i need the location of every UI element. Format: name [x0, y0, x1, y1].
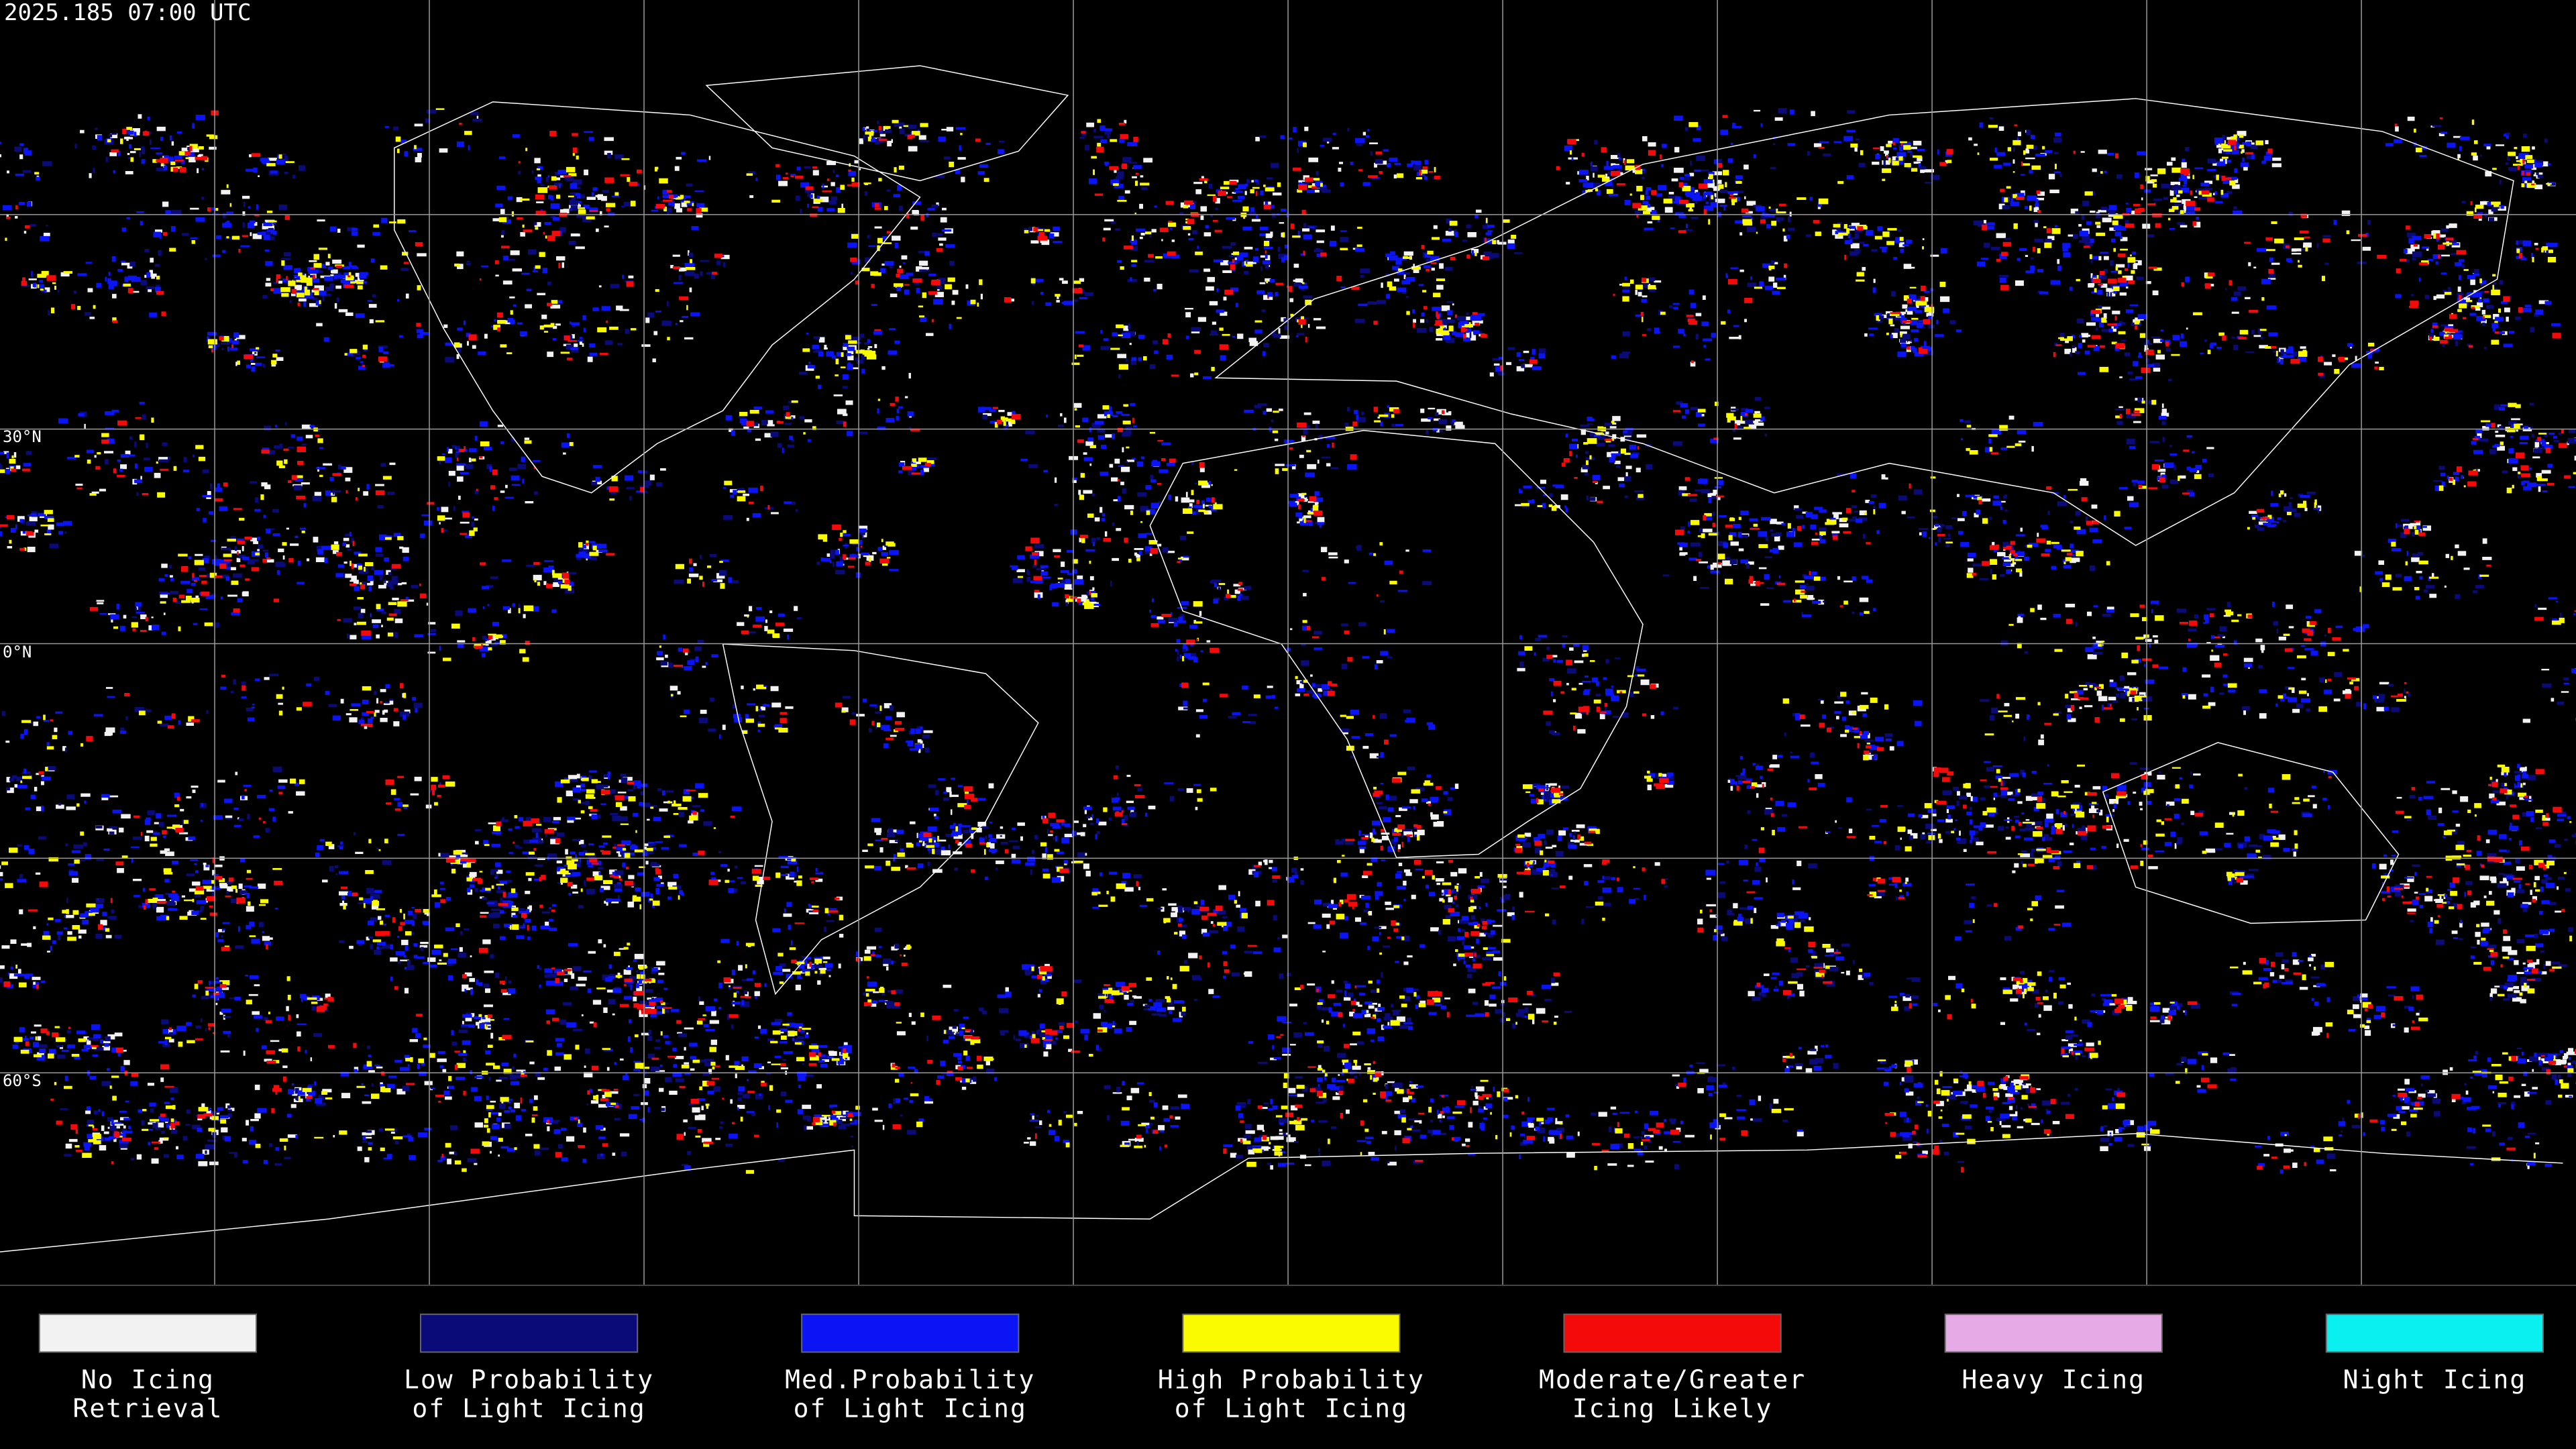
legend-label: of Light Icing: [1175, 1393, 1408, 1423]
legend-swatch: [419, 1313, 639, 1353]
timestamp: 2025.185 07:00 UTC: [4, 0, 251, 26]
legend-label: of Light Icing: [412, 1393, 645, 1423]
coastline: [705, 65, 1069, 182]
legend-swatch: [1944, 1313, 2163, 1353]
coastline: [1149, 429, 1644, 859]
legend-label: Retrieval: [72, 1393, 223, 1423]
legend-label: No Icing: [81, 1364, 215, 1394]
legend-label: Moderate/Greater: [1539, 1364, 1806, 1394]
lat-labels: 30°N 0°N 60°S: [3, 427, 42, 1090]
legend-swatch: [1563, 1313, 1782, 1353]
legend-swatch: [2325, 1313, 2544, 1353]
legend-label: Med.Probability: [785, 1364, 1035, 1394]
legend-label: Heavy Icing: [1962, 1364, 2145, 1394]
legend-label: Icing Likely: [1572, 1393, 1773, 1423]
coastline: [2102, 742, 2400, 924]
coastline: [722, 643, 1039, 996]
legend-label: High Probability: [1158, 1364, 1425, 1394]
graticule: [0, 0, 2576, 1285]
legend-swatch: [1182, 1313, 1401, 1353]
lat-label: 0°N: [3, 643, 32, 661]
coastline: [394, 101, 921, 494]
map-border: [0, 1285, 2576, 1286]
legend-label: of Light Icing: [794, 1393, 1027, 1423]
coastline: [1214, 98, 2514, 546]
lat-label: 30°N: [3, 427, 42, 446]
lat-label: 60°S: [3, 1071, 42, 1090]
legend-label: Low Probability: [404, 1364, 654, 1394]
legend-swatch: [38, 1313, 258, 1353]
coastlines: [0, 65, 2563, 1252]
legend-swatch: [801, 1313, 1020, 1353]
legend-label: Night Icing: [2343, 1364, 2527, 1394]
coastline: [0, 1133, 2563, 1252]
